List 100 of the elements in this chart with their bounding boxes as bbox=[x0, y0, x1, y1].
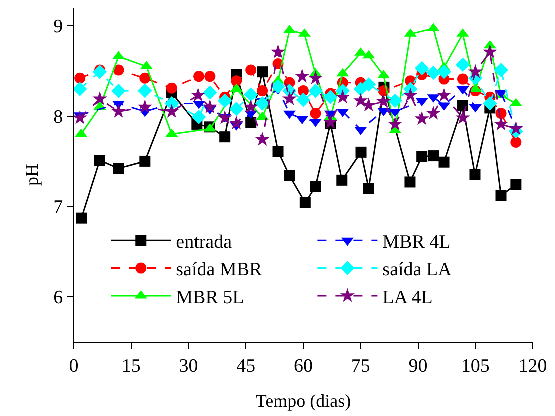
point bbox=[428, 150, 440, 162]
point bbox=[231, 76, 242, 87]
point bbox=[300, 197, 311, 208]
point bbox=[426, 106, 441, 120]
point bbox=[362, 78, 376, 92]
y-tick-label: 7 bbox=[54, 197, 64, 218]
point bbox=[458, 100, 468, 111]
point bbox=[112, 84, 126, 98]
x-tick-label: 75 bbox=[351, 356, 370, 377]
point bbox=[74, 72, 86, 84]
x-tick-label: 0 bbox=[69, 356, 79, 377]
point bbox=[310, 181, 322, 192]
point bbox=[138, 100, 152, 114]
point bbox=[92, 91, 108, 106]
point bbox=[336, 174, 348, 186]
point bbox=[203, 86, 218, 100]
point bbox=[257, 66, 268, 78]
point bbox=[403, 88, 418, 102]
x-tick-label: 45 bbox=[236, 356, 256, 377]
point bbox=[414, 111, 430, 126]
point bbox=[438, 156, 450, 168]
point bbox=[356, 146, 367, 158]
point bbox=[494, 63, 508, 78]
point bbox=[138, 84, 152, 98]
point bbox=[190, 88, 206, 102]
point bbox=[74, 110, 88, 124]
legend-label: saída MBR bbox=[176, 260, 262, 281]
point bbox=[416, 151, 428, 162]
point bbox=[272, 146, 284, 158]
x-tick-label: 105 bbox=[461, 356, 490, 377]
point bbox=[204, 71, 216, 82]
point bbox=[426, 66, 441, 80]
point bbox=[376, 94, 392, 108]
point bbox=[140, 72, 151, 84]
point bbox=[510, 137, 522, 148]
point bbox=[140, 156, 151, 167]
y-axis-title: pH bbox=[22, 164, 42, 186]
point bbox=[244, 100, 258, 114]
point bbox=[470, 170, 481, 180]
point bbox=[166, 82, 178, 94]
point bbox=[194, 71, 205, 82]
point bbox=[164, 104, 180, 118]
x-tick-label: 30 bbox=[179, 356, 198, 377]
point bbox=[270, 44, 286, 58]
point bbox=[192, 110, 206, 124]
point bbox=[323, 114, 338, 129]
point bbox=[336, 90, 350, 104]
point bbox=[202, 100, 218, 114]
point bbox=[508, 121, 524, 136]
point bbox=[257, 86, 268, 97]
point bbox=[246, 117, 257, 128]
x-tick-label: 15 bbox=[122, 356, 141, 377]
point bbox=[92, 64, 108, 80]
point bbox=[74, 82, 88, 96]
point bbox=[255, 96, 270, 111]
legend-label: LA 4L bbox=[382, 287, 433, 308]
point bbox=[458, 74, 468, 85]
point bbox=[456, 58, 470, 72]
legend-label: MBR 4L bbox=[382, 232, 451, 254]
point bbox=[271, 79, 286, 94]
point bbox=[404, 176, 416, 188]
point bbox=[414, 61, 430, 76]
y-tick-label: 6 bbox=[54, 288, 64, 309]
point bbox=[218, 94, 232, 108]
y-tick-label: 8 bbox=[54, 106, 64, 128]
point bbox=[483, 96, 498, 111]
point bbox=[468, 64, 483, 78]
legend-label: MBR 5L bbox=[176, 287, 244, 308]
point bbox=[482, 44, 498, 58]
point bbox=[111, 104, 126, 118]
point bbox=[354, 93, 368, 108]
point bbox=[494, 116, 509, 131]
point bbox=[113, 64, 124, 76]
point bbox=[363, 183, 374, 194]
point bbox=[220, 132, 231, 143]
point bbox=[437, 64, 452, 80]
point bbox=[295, 68, 310, 83]
point bbox=[246, 64, 257, 76]
point bbox=[436, 88, 452, 102]
point bbox=[229, 116, 244, 130]
point bbox=[255, 132, 270, 146]
point bbox=[388, 94, 402, 108]
point bbox=[296, 92, 311, 108]
point bbox=[510, 179, 522, 190]
point bbox=[229, 102, 244, 116]
point bbox=[284, 170, 296, 182]
point bbox=[244, 88, 258, 102]
point bbox=[496, 190, 507, 202]
point bbox=[324, 90, 338, 105]
legend-label: saída LA bbox=[382, 260, 452, 281]
point bbox=[76, 212, 88, 224]
legend-label: entrada bbox=[176, 232, 233, 254]
point bbox=[282, 91, 298, 106]
y-tick-label: 9 bbox=[54, 16, 64, 38]
x-tick-label: 60 bbox=[294, 356, 313, 377]
point bbox=[94, 155, 106, 166]
point bbox=[218, 110, 232, 124]
point bbox=[113, 163, 124, 174]
x-tick-label: 120 bbox=[518, 356, 548, 377]
x-tick-label: 90 bbox=[408, 356, 428, 377]
